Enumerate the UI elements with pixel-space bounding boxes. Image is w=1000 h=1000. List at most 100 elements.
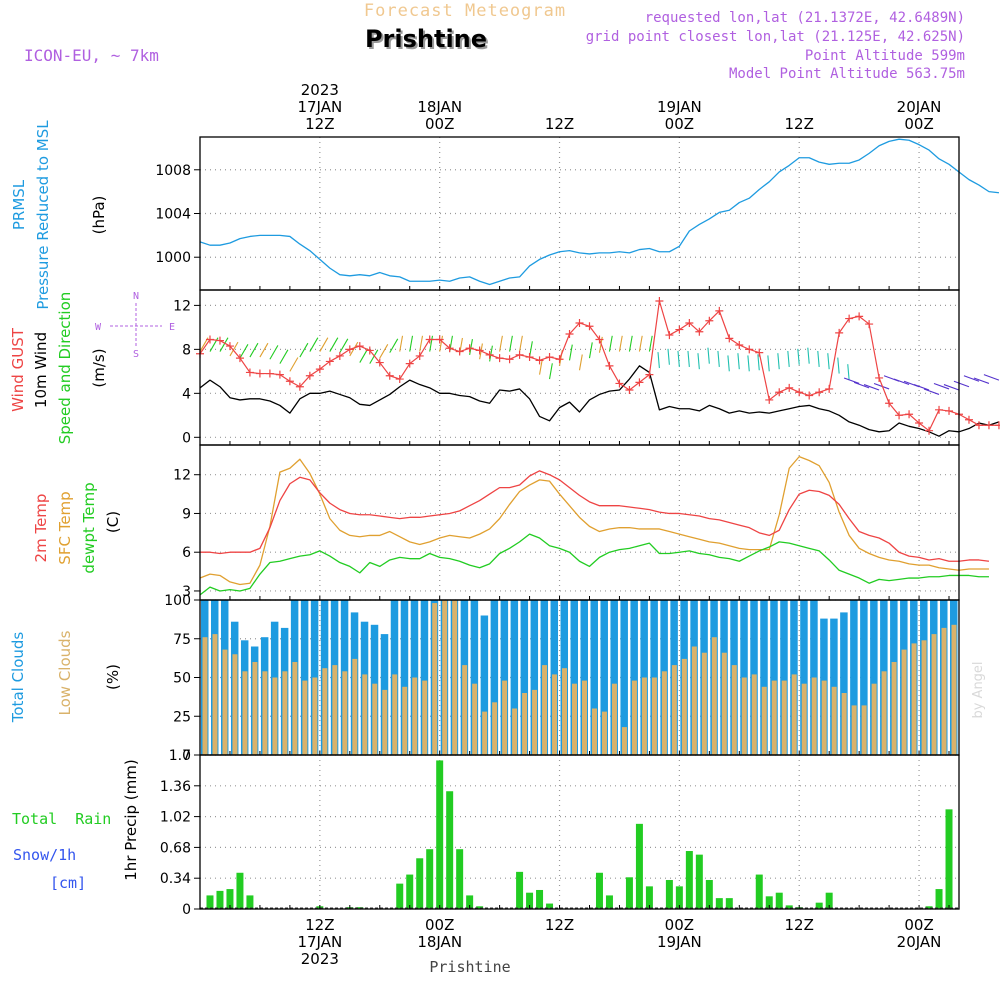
gust-marker xyxy=(705,316,714,325)
wind-label: 10m Wind xyxy=(32,332,50,408)
wind-arrow xyxy=(837,357,840,374)
total-cloud-bar xyxy=(530,600,539,755)
wind-arrow xyxy=(933,382,950,390)
low-cloud-bar xyxy=(342,671,348,755)
low-cloud-bar xyxy=(591,708,597,755)
gust-marker xyxy=(365,346,374,355)
rain-bar xyxy=(925,906,933,909)
watermark: by Angel xyxy=(971,661,986,718)
gust-marker xyxy=(535,356,544,365)
gust-marker xyxy=(415,351,424,360)
wind-arrow xyxy=(568,344,573,361)
gust-marker xyxy=(205,335,214,344)
gust-marker xyxy=(655,296,664,305)
gust-label: Wind GUST xyxy=(9,327,27,412)
temp2m-line xyxy=(200,470,990,562)
rain-bar xyxy=(446,791,454,909)
gust-marker xyxy=(615,379,624,388)
temp-panel-labels: 2m Temp SFC Temp dewpt Temp (C) xyxy=(32,482,122,573)
gust-marker xyxy=(305,371,314,380)
low-cloud-bar xyxy=(601,711,607,755)
wind-arrow xyxy=(638,335,643,352)
wind-arrow xyxy=(847,364,850,381)
compass-s: S xyxy=(133,349,139,360)
rain-bar xyxy=(635,823,643,909)
wind-arrow xyxy=(499,335,503,352)
wind-arrow xyxy=(873,382,890,390)
wind-arrow xyxy=(429,335,434,352)
low-cloud-bar xyxy=(442,600,448,755)
low-cloud-bar xyxy=(731,665,737,755)
time-label-bottom: 19JAN xyxy=(657,933,702,951)
low-cloud-bar xyxy=(202,637,208,755)
low-cloud-bar xyxy=(661,671,667,755)
footer-location: Prishtine xyxy=(429,958,510,976)
gust-marker xyxy=(425,335,434,344)
low-cloud-bar xyxy=(681,658,687,755)
gust-marker xyxy=(984,421,993,430)
y-tick-label: 1000 xyxy=(155,250,191,266)
low-cloud-bar xyxy=(502,680,508,755)
low-cloud-bar xyxy=(941,627,947,755)
rain-bar xyxy=(945,809,953,909)
time-label-bottom: 12Z xyxy=(785,916,814,934)
rain-bar xyxy=(406,874,414,909)
total-cloud-bar xyxy=(600,600,608,755)
total-cloud-bar xyxy=(800,600,808,755)
time-label-bottom: 12Z xyxy=(305,916,334,934)
rain-bar xyxy=(466,895,474,909)
gust-marker xyxy=(765,395,774,404)
gust-marker xyxy=(495,354,504,363)
wind-arrow xyxy=(943,384,960,391)
low-cloud-bar xyxy=(232,654,238,755)
gust-marker xyxy=(625,386,634,395)
rain-bar xyxy=(436,760,444,909)
gust-marker xyxy=(945,406,954,415)
wind-arrow xyxy=(973,377,990,384)
low-cloud-bar xyxy=(322,668,328,755)
wind-arrow xyxy=(923,388,940,395)
wind-arrow xyxy=(319,337,329,352)
wind-arrow xyxy=(618,335,623,352)
wind-arrow xyxy=(707,347,710,364)
gust-marker xyxy=(875,373,884,382)
y-tick-label: 0 xyxy=(182,902,191,918)
low-cloud-bar xyxy=(891,662,897,755)
wind-arrow xyxy=(817,350,820,367)
gust-marker xyxy=(735,340,744,349)
low-cloud-bar xyxy=(542,665,548,755)
low-cloud-bar xyxy=(572,683,578,755)
time-label-top: 12Z xyxy=(545,115,574,133)
time-label-top: 12Z xyxy=(785,115,814,133)
wind-arrow xyxy=(747,355,750,372)
rain-bar xyxy=(645,886,653,909)
low-cloud-bar xyxy=(901,649,907,755)
time-label-top: 20JAN xyxy=(897,98,942,116)
low-cloud-bar xyxy=(532,689,538,755)
cloud-panel-labels: Total Clouds Low Clouds (%) xyxy=(9,630,122,723)
y-tick-label: 12 xyxy=(173,468,191,484)
low-cloud-bar xyxy=(721,652,727,755)
requested-point: requested lon,lat (21.1372E, 42.6489N) xyxy=(645,10,965,26)
wind-arrow xyxy=(269,345,279,360)
total-cloud-bar xyxy=(610,600,618,755)
low-cloud-bar xyxy=(552,674,558,755)
rain-bar xyxy=(526,892,534,909)
y-tick-label: 1008 xyxy=(155,163,191,179)
total-cloud-bar xyxy=(570,600,579,755)
wind-arrow xyxy=(628,335,633,352)
wind-arrow xyxy=(697,353,700,370)
low-cloud-bar xyxy=(332,665,338,755)
gust-marker xyxy=(725,334,734,343)
gust-marker xyxy=(485,350,494,359)
model-altitude: Model Point Altitude 563.75m xyxy=(729,66,965,82)
gust-marker xyxy=(345,345,354,354)
wind-arrow xyxy=(953,380,970,388)
wind-arrow xyxy=(229,341,239,357)
panel-frame xyxy=(199,754,960,910)
low-cloud-bar xyxy=(252,662,258,755)
gust-marker xyxy=(775,388,784,397)
low-cloud-bar xyxy=(262,671,268,755)
wind-arrow xyxy=(399,335,404,352)
